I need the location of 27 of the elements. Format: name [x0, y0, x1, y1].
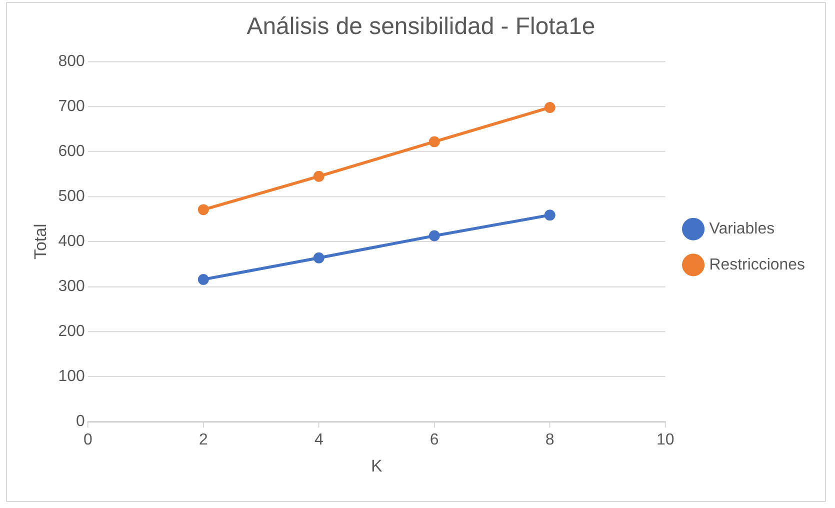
- y-tick-label: 300: [58, 278, 86, 296]
- y-tick-label: 0: [76, 413, 86, 430]
- x-tick-label: 4: [314, 432, 324, 449]
- point: [544, 102, 556, 113]
- chart-title: Análisis de sensibilidad - Flota1e: [246, 12, 596, 40]
- x-tick-label: 2: [198, 432, 208, 449]
- point: [198, 204, 209, 216]
- point: [313, 170, 324, 182]
- y-tick-label: 200: [58, 323, 86, 340]
- x-tick-label: 8: [545, 432, 554, 449]
- y-tick-label: 400: [58, 233, 86, 250]
- y-tick-label: 800: [58, 52, 86, 70]
- y-tick-label: 100: [58, 368, 86, 386]
- x-tick-label: 6: [430, 432, 439, 449]
- x-tick-label: 10: [656, 432, 674, 449]
- point: [428, 230, 440, 242]
- y-tick-label: 500: [58, 188, 86, 206]
- point: [313, 252, 324, 264]
- x-axis-title: K: [370, 456, 383, 476]
- point: [198, 274, 209, 285]
- legend-label: Restricciones: [709, 256, 806, 274]
- legend-label: Variables: [709, 220, 775, 238]
- y-tick-label: 700: [58, 98, 86, 115]
- point: [544, 210, 556, 221]
- y-tick-label: 600: [58, 143, 86, 160]
- point: [428, 136, 440, 148]
- y-axis-title: Total: [30, 224, 50, 260]
